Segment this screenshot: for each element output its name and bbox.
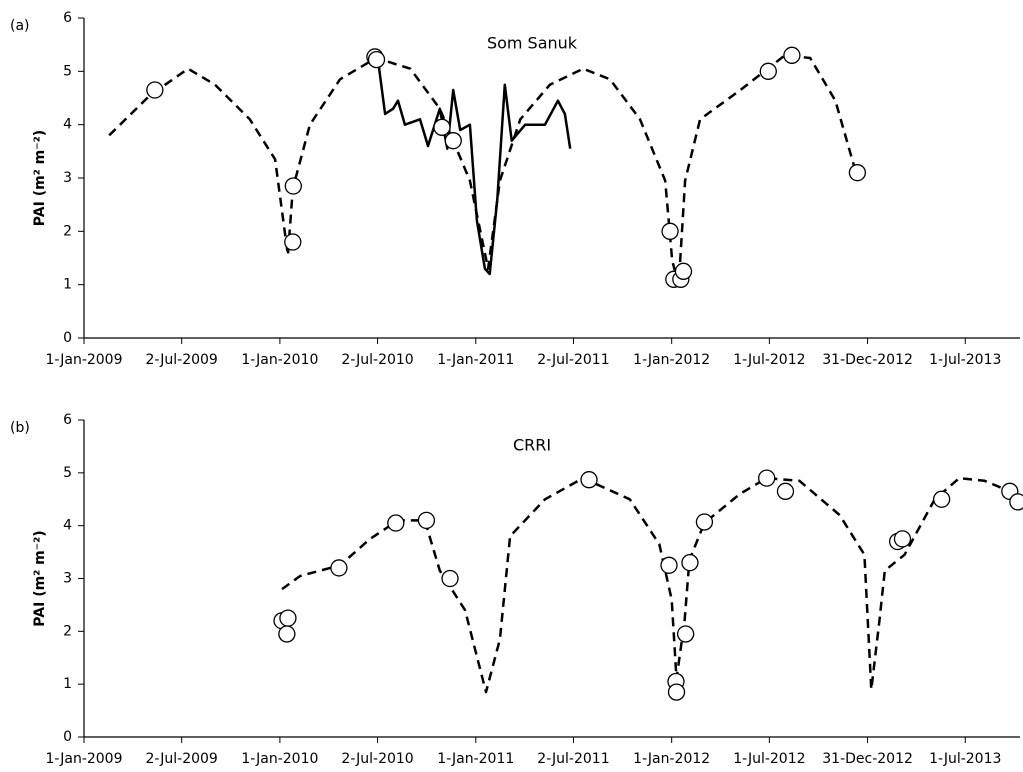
x-tick-label: 2-Jul-2010 <box>341 751 413 767</box>
x-tick-label: 31-Dec-2012 <box>822 352 913 368</box>
y-tick-label: 1 <box>63 676 72 692</box>
data-point <box>783 46 801 64</box>
x-tick-label: 2-Jul-2009 <box>146 751 218 767</box>
y-tick-label: 3 <box>63 571 72 587</box>
x-tick-label: 1-Jan-2009 <box>46 352 123 368</box>
y-axis-label: PAI (m² m⁻²) <box>32 530 48 626</box>
y-tick-label: 1 <box>63 277 72 293</box>
data-point <box>758 469 776 487</box>
x-tick-label: 2-Jul-2010 <box>341 352 413 368</box>
data-point <box>661 222 679 240</box>
y-tick-label: 4 <box>63 117 72 133</box>
chart-title: Som Sanuk <box>487 34 578 53</box>
y-tick-label: 6 <box>63 412 72 428</box>
x-tick-label: 1-Jan-2011 <box>437 751 514 767</box>
y-tick-label: 2 <box>63 623 72 639</box>
x-tick-label: 1-Jan-2011 <box>437 352 514 368</box>
data-point <box>667 683 686 701</box>
y-tick-label: 3 <box>63 170 72 186</box>
panel-label: (a) <box>10 18 30 34</box>
data-point <box>284 233 302 251</box>
data-point <box>848 164 867 182</box>
data-point <box>433 118 451 136</box>
y-tick-label: 5 <box>63 63 72 79</box>
x-tick-label: 1-Jan-2012 <box>633 352 710 368</box>
dashed-line <box>281 476 1011 694</box>
x-tick-label: 2-Jul-2009 <box>146 352 218 368</box>
y-tick-label: 4 <box>63 518 72 534</box>
x-tick-label: 1-Jul-2013 <box>929 352 1001 368</box>
x-tick-label: 1-Jan-2012 <box>633 751 710 767</box>
data-point <box>580 471 598 489</box>
y-tick-label: 5 <box>63 465 72 481</box>
data-point <box>278 625 296 643</box>
data-point <box>932 490 951 508</box>
data-point <box>279 609 297 627</box>
y-tick-label: 6 <box>63 10 72 26</box>
solid-line <box>376 60 572 276</box>
data-point <box>330 559 348 577</box>
data-point <box>660 556 678 574</box>
x-tick-label: 1-Jan-2010 <box>241 751 318 767</box>
x-tick-label: 2-Jul-2011 <box>537 751 609 767</box>
x-tick-label: 2-Jul-2011 <box>537 352 609 368</box>
x-tick-label: 1-Jul-2012 <box>733 352 805 368</box>
y-tick-label: 2 <box>63 223 72 239</box>
chart-title: CRRI <box>513 436 551 455</box>
data-point <box>367 50 386 69</box>
x-tick-label: 1-Jan-2010 <box>241 352 318 368</box>
y-axis-label: PAI (m² m⁻²) <box>32 130 48 226</box>
x-tick-label: 1-Jan-2009 <box>46 751 123 767</box>
y-tick-label: 0 <box>63 330 72 346</box>
x-tick-label: 1-Jul-2013 <box>929 751 1001 767</box>
data-point <box>417 511 436 530</box>
data-point <box>146 81 164 99</box>
data-point <box>441 569 459 588</box>
data-point <box>1009 493 1023 511</box>
data-point <box>387 514 405 532</box>
data-point <box>674 262 693 280</box>
data-point <box>776 482 795 500</box>
x-tick-label: 31-Dec-2012 <box>822 751 913 767</box>
data-point <box>695 513 714 531</box>
panel-label: (b) <box>10 420 30 436</box>
y-tick-label: 0 <box>63 729 72 745</box>
data-point <box>284 177 302 195</box>
data-point <box>676 625 695 643</box>
data-point <box>893 530 912 548</box>
x-tick-label: 1-Jul-2012 <box>733 751 805 767</box>
data-point <box>681 554 699 572</box>
data-point <box>444 132 462 150</box>
dashed-line <box>108 54 857 286</box>
data-point <box>759 62 777 80</box>
